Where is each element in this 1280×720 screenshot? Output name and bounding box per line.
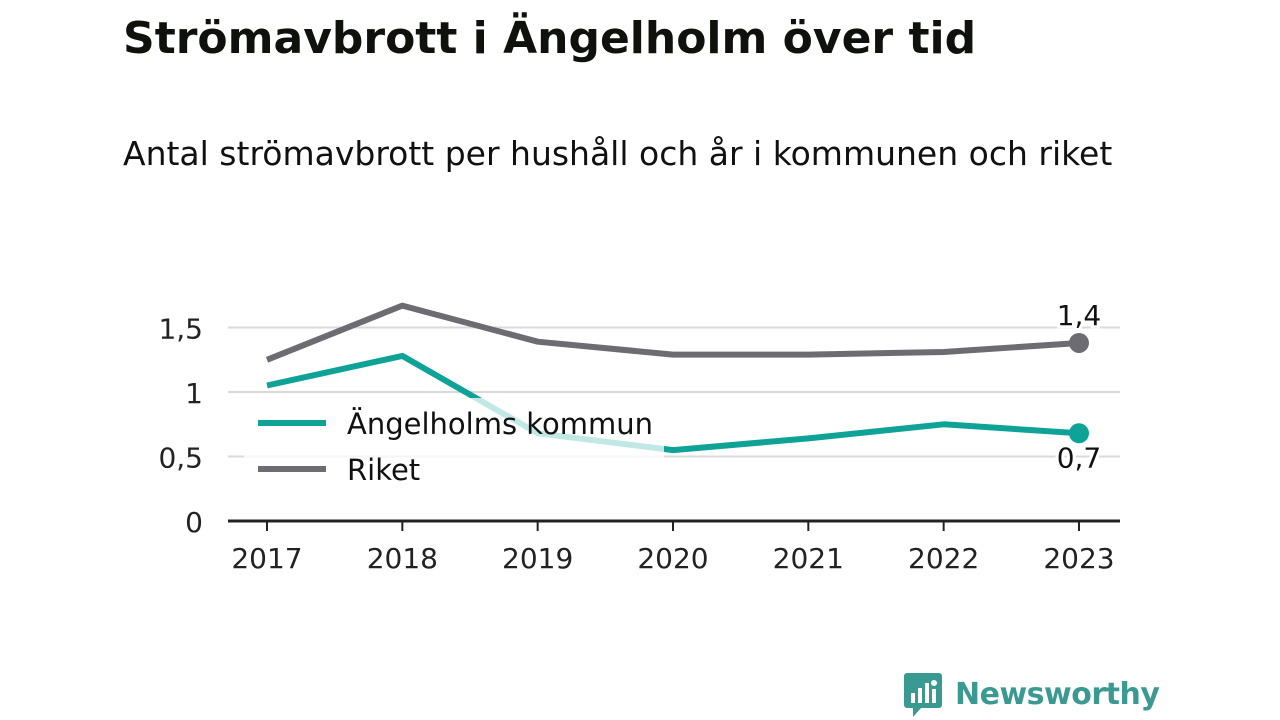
legend: Ängelholms kommun Riket: [244, 398, 664, 494]
x-tick-label: 2019: [502, 542, 573, 575]
series-line: [265, 302, 1080, 363]
y-tick-label: 0,5: [158, 442, 203, 475]
legend-background: [244, 398, 664, 494]
series-end-point: [1068, 423, 1089, 444]
newsworthy-logo: Newsworthy: [903, 671, 1160, 719]
y-tick-label: 1,5: [158, 313, 203, 346]
y-axis-ticks: 0 0,5 1 1,5: [158, 313, 203, 540]
legend-label: Riket: [347, 453, 420, 487]
end-value-label: 0,7: [1057, 441, 1102, 474]
y-tick-label: 1: [185, 377, 203, 410]
chart-title: Strömavbrott i Ängelholm över tid: [123, 13, 977, 64]
x-axis: 2017 2018 2019 2020 2021 2022 2023: [228, 519, 1120, 575]
chart-subtitle: Antal strömavbrott per hushåll och år i …: [123, 134, 1113, 173]
x-tick-label: 2021: [773, 542, 844, 575]
x-tick-label: 2017: [231, 542, 302, 575]
brand-name: Newsworthy: [955, 677, 1160, 712]
end-value-label: 1,4: [1057, 299, 1102, 332]
end-labels: 0,7 1,4: [1054, 296, 1105, 477]
series-lines: [265, 302, 1089, 454]
legend-label: Ängelholms kommun: [347, 407, 653, 441]
series-line: [266, 352, 1080, 454]
x-tick-label: 2023: [1043, 542, 1114, 575]
series-end-point: [1068, 332, 1089, 353]
bar-chart-speech-bubble-icon: [904, 673, 942, 717]
x-tick-label: 2018: [367, 542, 438, 575]
y-tick-label: 0: [185, 506, 203, 539]
x-tick-label: 2020: [637, 542, 708, 575]
x-tick-label: 2022: [908, 542, 979, 575]
